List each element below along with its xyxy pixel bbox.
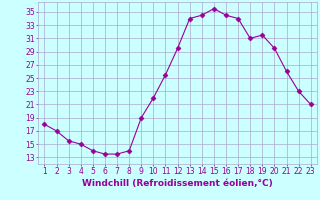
X-axis label: Windchill (Refroidissement éolien,°C): Windchill (Refroidissement éolien,°C) [82,179,273,188]
